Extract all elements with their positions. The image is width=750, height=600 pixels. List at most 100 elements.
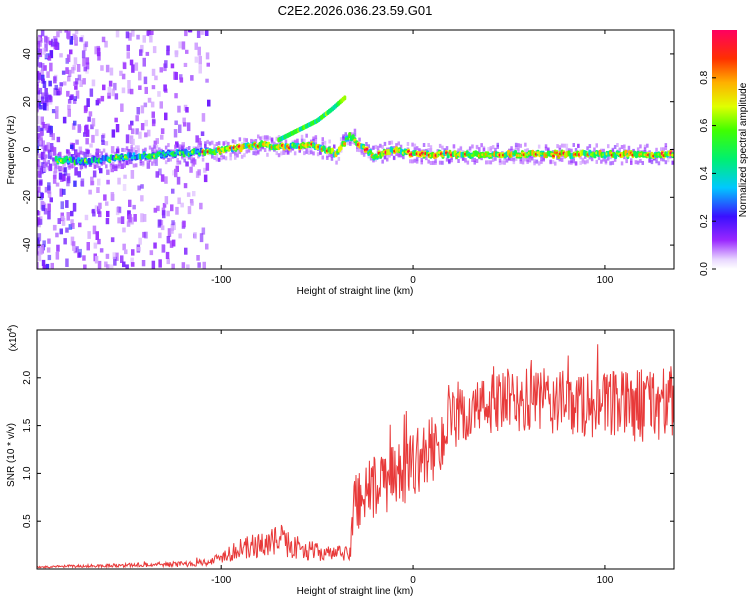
heatmap-cell <box>56 155 60 159</box>
heatmap-cell <box>142 57 146 67</box>
heatmap-cell <box>125 264 129 269</box>
heatmap-cell <box>66 90 70 97</box>
heatmap-cell <box>127 80 131 89</box>
heatmap-cell <box>41 63 45 71</box>
heatmap-cell <box>85 66 89 74</box>
heatmap-cell <box>593 147 596 152</box>
heatmap-cell <box>198 55 202 65</box>
heatmap-cell <box>115 148 120 154</box>
heatmap-cell <box>67 75 71 82</box>
heatmap-cell <box>305 149 308 154</box>
heatmap-cell <box>85 57 90 65</box>
heatmap-cell <box>172 222 176 230</box>
snr-ticks: -100 0 100 0.5 1.0 1.5 2.0 <box>22 330 674 586</box>
heatmap-cell <box>427 143 430 147</box>
heatmap-cell <box>293 151 297 156</box>
heatmap-cell <box>409 159 412 164</box>
heatmap-cell <box>111 129 116 138</box>
heatmap-cell <box>83 264 87 269</box>
heatmap-cell <box>40 152 44 157</box>
heatmap-cell <box>574 148 578 152</box>
heatmap-cell <box>39 191 44 201</box>
heatmap-cell <box>48 80 52 87</box>
heatmap-cell <box>215 157 219 162</box>
heatmap-cell <box>122 62 127 70</box>
heatmap-cell <box>52 157 55 162</box>
heatmap-cell <box>77 161 80 166</box>
heatmap-cell <box>37 248 39 255</box>
heatmap-cell <box>38 39 42 47</box>
heatmap-cell <box>130 217 134 225</box>
heatmap-cell <box>37 137 39 143</box>
heatmap-cell <box>138 71 142 81</box>
heatmap-cell <box>46 123 50 129</box>
heatmap-cell <box>521 156 525 161</box>
heatmap-cell <box>238 149 242 154</box>
heatmap-cell <box>111 88 115 97</box>
heatmap-cell <box>59 153 62 158</box>
heatmap-cell <box>48 99 53 105</box>
heatmap-cell <box>84 125 88 134</box>
heatmap-cell <box>89 153 92 158</box>
heatmap-cell <box>572 143 575 147</box>
heatmap-cell <box>164 60 168 68</box>
heatmap-cell <box>41 92 45 99</box>
heatmap-cell <box>39 247 43 255</box>
heatmap-cell <box>314 137 318 142</box>
heatmap-cell <box>227 141 230 146</box>
heatmap-cell <box>109 264 114 269</box>
heatmap-cell <box>109 67 114 76</box>
heatmap-cell <box>59 82 63 87</box>
heatmap-cell <box>159 67 163 73</box>
heatmap-cell <box>140 123 145 131</box>
heatmap-cell <box>40 30 45 37</box>
heatmap-cell <box>130 257 134 267</box>
heatmap-cell <box>167 143 170 148</box>
heatmap-cell <box>100 65 104 71</box>
y-tick-label: 0.5 <box>22 514 33 528</box>
x-tick-label: 0 <box>410 275 416 286</box>
heatmap-cell <box>199 143 202 148</box>
heatmap-cell <box>261 145 265 150</box>
heatmap-cell <box>37 106 39 112</box>
heatmap-cell <box>184 30 188 37</box>
heatmap-cell <box>186 122 191 132</box>
heatmap-cell <box>586 146 589 151</box>
heatmap-cell <box>42 164 46 168</box>
heatmap-cell <box>131 64 135 73</box>
x-tick-label: 100 <box>597 575 614 586</box>
colorbar-gradient <box>712 30 737 269</box>
heatmap-cell <box>128 157 131 162</box>
heatmap-cell <box>71 123 76 130</box>
heatmap-cell <box>141 260 146 267</box>
heatmap-cell <box>277 141 281 146</box>
heatmap-cell <box>57 218 61 224</box>
heatmap-cell <box>90 180 95 186</box>
heatmap-cell <box>365 147 369 151</box>
heatmap-cell <box>53 167 58 173</box>
heatmap-cell <box>37 58 39 67</box>
heatmap-cell <box>94 255 99 264</box>
heatmap-cell <box>51 109 56 114</box>
heatmap-cell <box>259 147 262 152</box>
heatmap-cell <box>220 156 223 161</box>
heatmap-cell <box>131 138 135 146</box>
heatmap-cell <box>89 143 93 148</box>
y-tick-label: 40 <box>22 48 33 60</box>
heatmap-cell <box>166 210 170 217</box>
heatmap-cell <box>37 72 41 80</box>
heatmap-cell <box>47 182 51 191</box>
heatmap-cell <box>526 148 529 153</box>
heatmap-cell <box>551 159 555 164</box>
heatmap-cell <box>43 102 47 111</box>
heatmap-cell <box>116 164 120 169</box>
heatmap-cell <box>122 261 126 268</box>
heatmap-cell <box>101 140 105 145</box>
heatmap-cell <box>154 158 158 166</box>
heatmap-cell <box>73 96 77 101</box>
heatmap-cell <box>291 146 295 151</box>
heatmap-cell <box>128 199 132 207</box>
heatmap-cell <box>44 88 48 97</box>
heatmap-cell <box>280 151 283 156</box>
heatmap-cell <box>390 151 394 156</box>
